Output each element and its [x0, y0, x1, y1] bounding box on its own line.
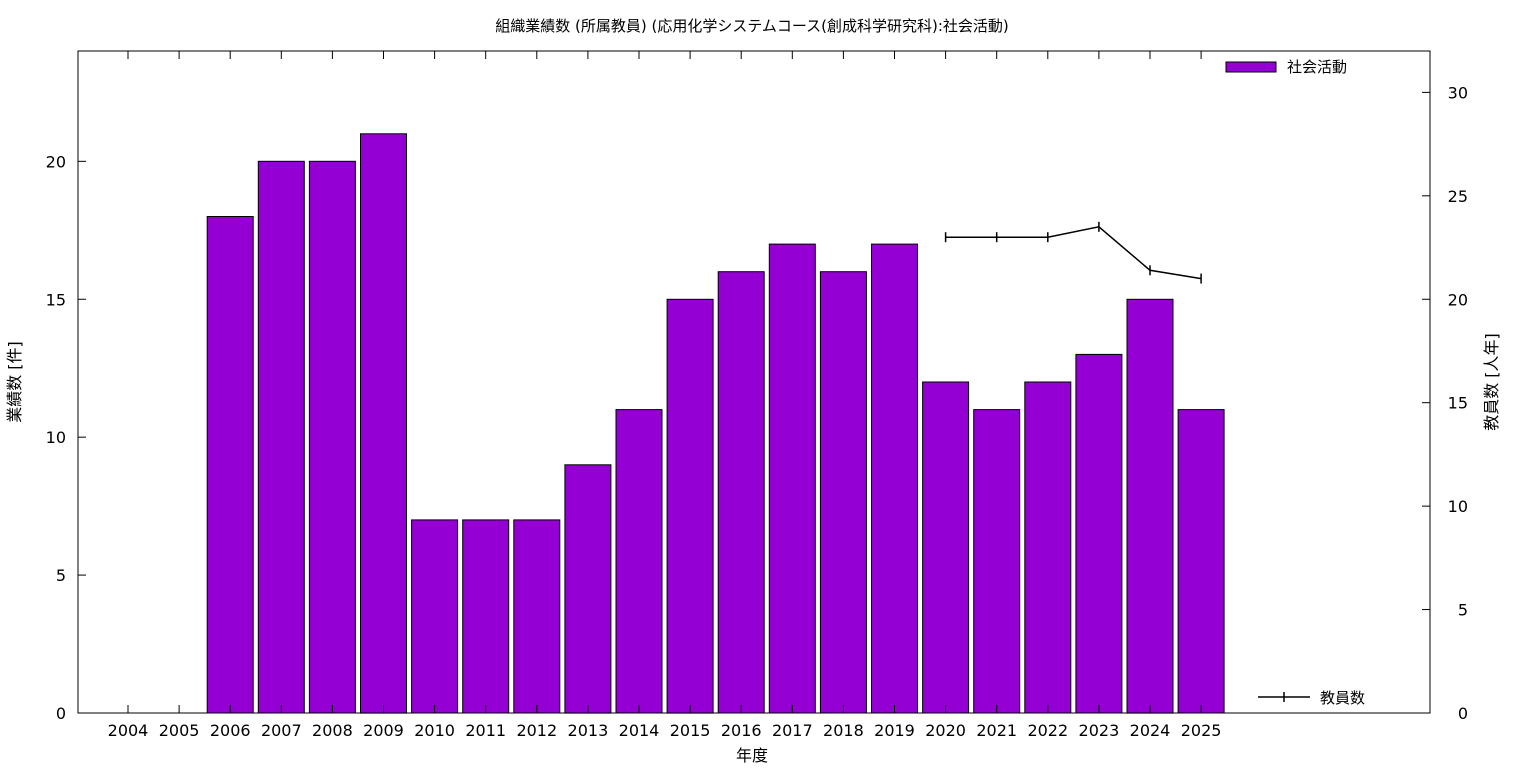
bar-series [206, 133, 1225, 714]
bar-2015 [666, 298, 714, 714]
bar-2023 [1075, 353, 1123, 714]
x-axis-label: 年度 [736, 746, 768, 765]
legend-bar-label: 社会活動 [1287, 58, 1347, 76]
bar-2019 [871, 243, 918, 714]
chart-title: 組織業績数 (所属教員) (応用化学システムコース(創成科学研究科):社会活動) [495, 17, 1009, 35]
x-tick-label: 2022 [1027, 721, 1068, 740]
y-tick-label: 0 [56, 704, 66, 723]
y2-axis-ticks: 0 5 10 15 20 25 30 [1422, 83, 1468, 723]
bar-2006 [206, 216, 254, 714]
y-tick-label: 10 [46, 428, 66, 447]
plot-frame [77, 50, 1431, 714]
legend-line-label: 教員数 [1320, 689, 1365, 707]
line-path [945, 225, 1202, 280]
x-tick-label: 2015 [670, 721, 711, 740]
x-tick-label: 2011 [465, 721, 506, 740]
x-tick-label: 2019 [874, 721, 915, 740]
y-tick-label: 20 [46, 152, 66, 171]
bar-2024 [1126, 298, 1174, 714]
x-tick-label: 2008 [312, 721, 353, 740]
x-tick-label: 2009 [363, 721, 404, 740]
bar-2013 [564, 464, 612, 714]
y-axis-label: 業績数 [件] [5, 341, 24, 423]
bar-2022 [1024, 381, 1072, 714]
legend-line: 教員数 [1258, 689, 1365, 707]
bar-2016 [717, 271, 765, 714]
x-tick-label: 2018 [823, 721, 864, 740]
x-tick-label: 2016 [721, 721, 762, 740]
legend-bars: 社会活動 [1225, 58, 1347, 76]
x-tick-label: 2004 [108, 721, 149, 740]
bar-2017 [768, 243, 816, 714]
y2-axis-label: 教員数 [人年] [1482, 333, 1501, 431]
y2-tick-label: 20 [1448, 290, 1468, 309]
y2-tick-label: 0 [1458, 704, 1468, 723]
x-tick-label: 2005 [159, 721, 200, 740]
bar-2007 [257, 160, 305, 714]
bar-2011 [462, 519, 510, 714]
x-tick-label: 2014 [619, 721, 660, 740]
bar-2020 [922, 381, 970, 714]
y-tick-label: 5 [56, 566, 66, 585]
bar-2012 [513, 519, 561, 714]
y2-tick-label: 10 [1448, 497, 1468, 516]
bar-2018 [819, 271, 867, 714]
x-tick-label: 2023 [1079, 721, 1120, 740]
x-tick-label: 2010 [414, 721, 455, 740]
y2-tick-label: 5 [1458, 601, 1468, 620]
x-tick-label: 2012 [516, 721, 557, 740]
x-tick-label: 2013 [568, 721, 609, 740]
legend-bar-swatch [1225, 61, 1277, 73]
bar-2014 [615, 409, 663, 714]
y-tick-label: 15 [46, 290, 66, 309]
x-tick-label: 2006 [210, 721, 251, 740]
bar-2009 [360, 133, 407, 714]
x-tick-label: 2020 [925, 721, 966, 740]
x-axis-ticks: 2004 2005 2006 2007 2008 2009 2010 2011 2012 2013… [108, 51, 1222, 740]
bar-2025 [1177, 409, 1225, 714]
y2-tick-label: 15 [1448, 394, 1468, 413]
y2-tick-label: 25 [1448, 187, 1468, 206]
x-tick-label: 2024 [1130, 721, 1171, 740]
line-series [944, 221, 1202, 284]
x-tick-label: 2025 [1181, 721, 1222, 740]
bar-2008 [308, 160, 356, 714]
bar-2010 [411, 519, 459, 714]
y-axis-ticks: 0 5 10 15 20 [46, 152, 86, 723]
bar-2021 [973, 409, 1021, 714]
y2-tick-label: 30 [1448, 83, 1468, 102]
x-tick-label: 2007 [261, 721, 302, 740]
x-tick-label: 2017 [772, 721, 813, 740]
x-tick-label: 2021 [976, 721, 1017, 740]
